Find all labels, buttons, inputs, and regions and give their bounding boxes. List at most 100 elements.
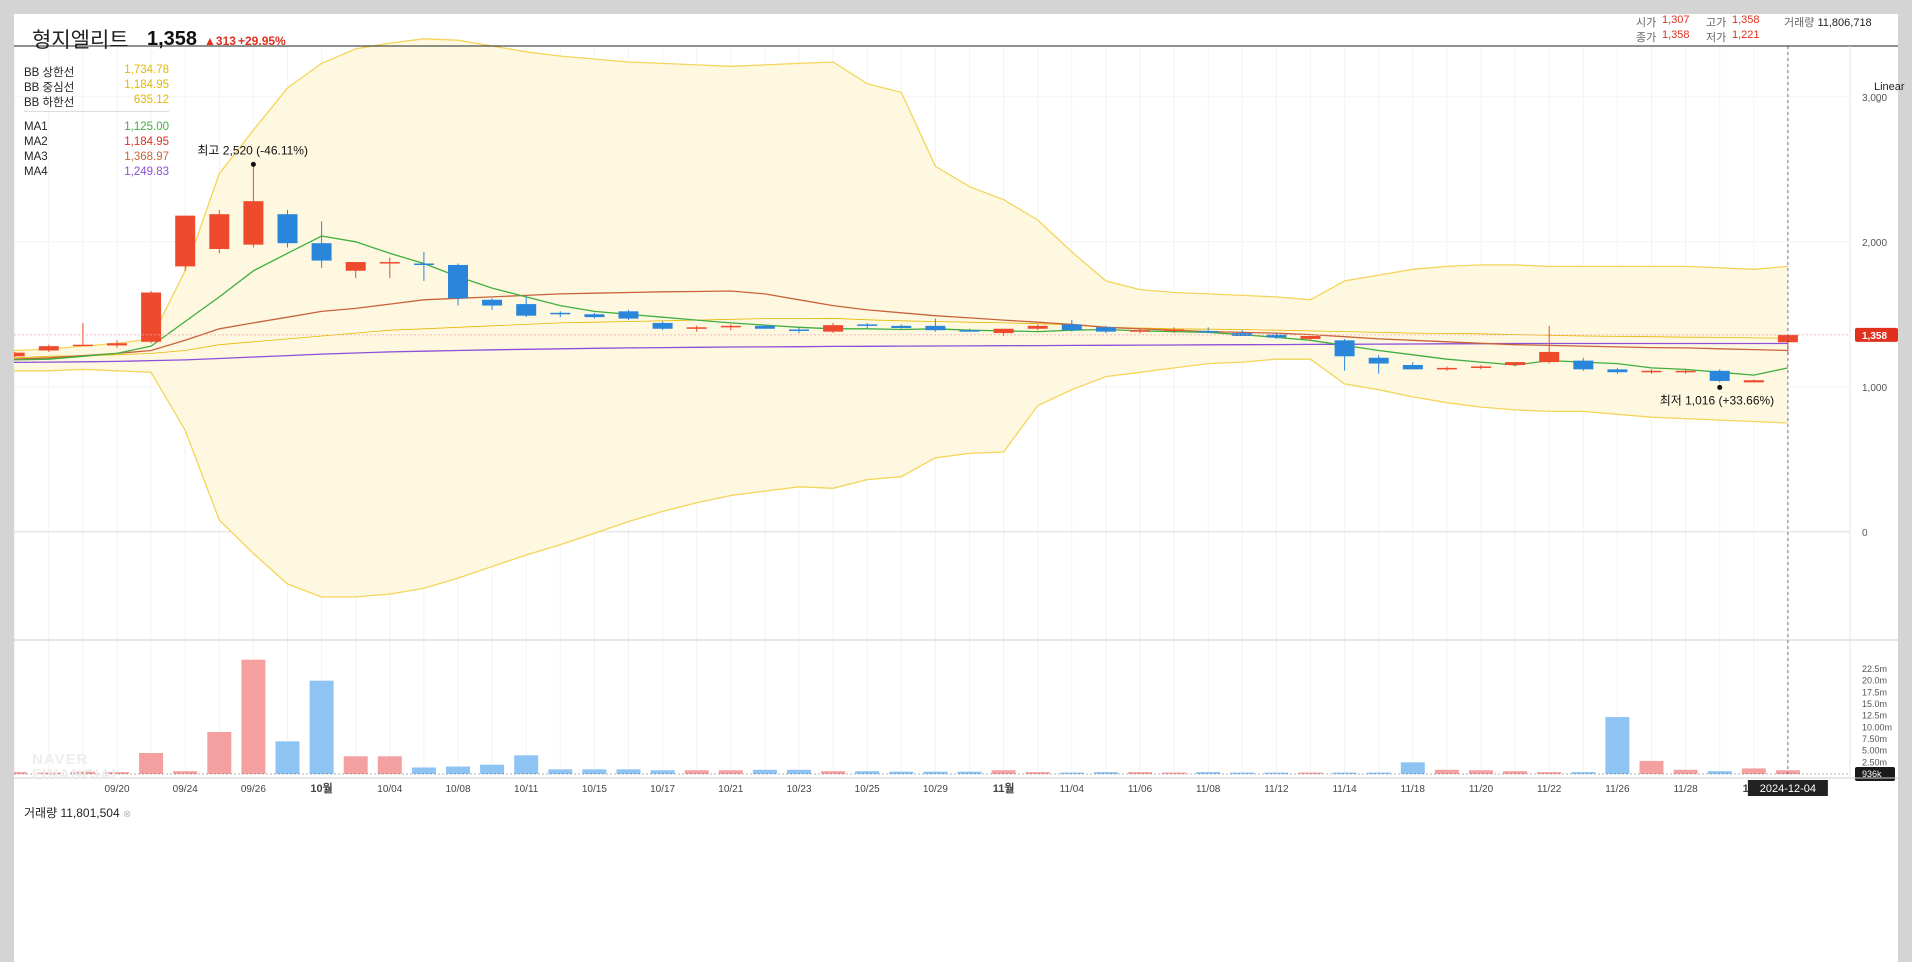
legend-value: 1,184.95 bbox=[124, 136, 169, 148]
candle-body bbox=[175, 215, 196, 267]
candle-body bbox=[14, 352, 25, 357]
volume-bar bbox=[343, 756, 368, 774]
volume-bar bbox=[207, 732, 232, 774]
x-tick-label: 11/04 bbox=[1060, 784, 1085, 795]
legend-item-bb-상한선: BB 상한선 1,734.78 bbox=[24, 64, 169, 79]
candle-body bbox=[1300, 336, 1321, 339]
candle-body bbox=[857, 324, 878, 326]
legend-value: 1,734.78 bbox=[124, 64, 169, 76]
candle-body bbox=[789, 329, 809, 331]
x-tick-label: 10/17 bbox=[650, 784, 675, 795]
candle-body bbox=[107, 343, 127, 346]
scale-selector[interactable]: Linear ⌄ bbox=[1874, 81, 1905, 106]
x-tick-label: 11/22 bbox=[1537, 784, 1562, 795]
candle-body bbox=[823, 325, 844, 332]
candle-body bbox=[243, 201, 264, 245]
extreme-marker bbox=[1717, 384, 1723, 390]
volume-bar bbox=[548, 769, 573, 774]
candle-body bbox=[482, 299, 503, 306]
legend-item-bb-하한선: BB 하한선 635.12 bbox=[24, 94, 169, 109]
x-tick-label: 10/08 bbox=[445, 784, 470, 795]
candle-body bbox=[1709, 370, 1730, 381]
volume-tick-label: 20.0m bbox=[1862, 676, 1887, 686]
bb-upper-line bbox=[14, 38, 1788, 352]
candle-body bbox=[1505, 362, 1526, 365]
candle-body bbox=[1607, 369, 1628, 373]
price-chart[interactable]: 최고 2,520 (-46.11%) 최저 1,016 (+33.66%) 0 1,0… bbox=[14, 14, 1898, 962]
volume-bar bbox=[855, 771, 880, 774]
y-tick-label: 1,000 bbox=[1862, 383, 1887, 394]
volume-bar bbox=[173, 771, 198, 774]
date-tag-label: 2024-12-04 bbox=[1760, 783, 1816, 795]
volume-bar bbox=[1537, 772, 1562, 774]
low-stat: 저가 bbox=[1706, 32, 1727, 44]
volume-bar bbox=[105, 772, 129, 774]
x-tick-label: 11/18 bbox=[1401, 784, 1426, 795]
date-tag bbox=[1747, 780, 1828, 796]
volume-bar bbox=[1605, 717, 1630, 774]
volume-bar bbox=[411, 767, 436, 774]
ma1-line bbox=[14, 235, 1789, 376]
candle-body bbox=[720, 325, 741, 328]
volume-bar bbox=[684, 770, 709, 774]
candle-body bbox=[1743, 380, 1764, 383]
low-value: 1,221 bbox=[1732, 29, 1760, 41]
volume-tick-label: 10.00m bbox=[1862, 722, 1892, 732]
price-change-pct: +29.95% bbox=[238, 34, 286, 48]
volume-tick-label: 5.00m bbox=[1862, 746, 1887, 756]
volume-bar bbox=[616, 769, 641, 774]
candle-body bbox=[38, 346, 59, 351]
volume-bar bbox=[1059, 772, 1084, 774]
legend-name: MA2 bbox=[24, 136, 48, 148]
x-tick-label: 10/15 bbox=[582, 784, 607, 795]
candle-body bbox=[1198, 330, 1219, 333]
x-tick-label: 10/25 bbox=[855, 784, 880, 795]
legend-item-ma3: MA3 1,368.97 bbox=[24, 151, 169, 166]
candle-body bbox=[584, 314, 605, 318]
legend-name: MA1 bbox=[24, 121, 48, 133]
high-stat: 고가 bbox=[1706, 17, 1727, 29]
volume-bar bbox=[1673, 769, 1698, 774]
legend-item-ma2: MA2 1,184.95 bbox=[24, 136, 169, 151]
volume-bar bbox=[1741, 768, 1766, 774]
volume-bar bbox=[650, 770, 675, 774]
volume-bar bbox=[923, 771, 948, 774]
y-tick-label: 3,000 bbox=[1862, 93, 1887, 104]
volume-bar bbox=[309, 680, 334, 774]
price-change: ▲313 bbox=[204, 34, 236, 48]
current-price-tag-label: 1,358 bbox=[1862, 331, 1887, 342]
volume-bar bbox=[377, 756, 402, 774]
volume-tick-label: 22.5m bbox=[1862, 664, 1887, 674]
candle-body bbox=[1027, 325, 1048, 329]
chevron-down-icon: ⌄ bbox=[1874, 94, 1884, 106]
x-tick-label: 11/14 bbox=[1332, 784, 1357, 795]
volume-bar bbox=[446, 766, 470, 774]
candle-body bbox=[550, 312, 571, 315]
bb-lower-line bbox=[14, 358, 1788, 598]
candle-body bbox=[1539, 351, 1560, 363]
close-icon[interactable]: ⊗ bbox=[122, 809, 132, 820]
volume-current-label: 936k bbox=[1862, 769, 1882, 779]
x-tick-label: 11/06 bbox=[1128, 784, 1153, 795]
volume-bar bbox=[514, 755, 539, 774]
x-tick-label: 10/29 bbox=[923, 784, 948, 795]
candle-body bbox=[141, 292, 162, 342]
ma3-line bbox=[14, 290, 1788, 360]
bb-middle-line bbox=[14, 317, 1788, 359]
volume-bar bbox=[36, 772, 61, 774]
x-tick-label: 10/23 bbox=[786, 784, 811, 795]
volume-tick-label: 15.0m bbox=[1862, 699, 1887, 709]
candle-body bbox=[1266, 334, 1287, 338]
legend-item-ma1: MA1 1,125.00 bbox=[24, 121, 169, 136]
candle-body bbox=[925, 325, 946, 331]
volume-bar bbox=[1298, 772, 1323, 774]
volume-bar bbox=[241, 659, 266, 774]
volume-tick-label: 2.50m bbox=[1862, 757, 1887, 767]
x-tick-label: 09/20 bbox=[104, 784, 129, 795]
low-annotation: 최저 1,016 (+33.66%) bbox=[1660, 393, 1774, 407]
x-tick-label: 11/20 bbox=[1469, 784, 1494, 795]
volume-tick-label: 7.50m bbox=[1862, 734, 1887, 744]
price-change-value: 313 bbox=[215, 34, 236, 48]
volume-bar bbox=[718, 770, 743, 774]
x-tick-label: 09/26 bbox=[241, 784, 266, 795]
